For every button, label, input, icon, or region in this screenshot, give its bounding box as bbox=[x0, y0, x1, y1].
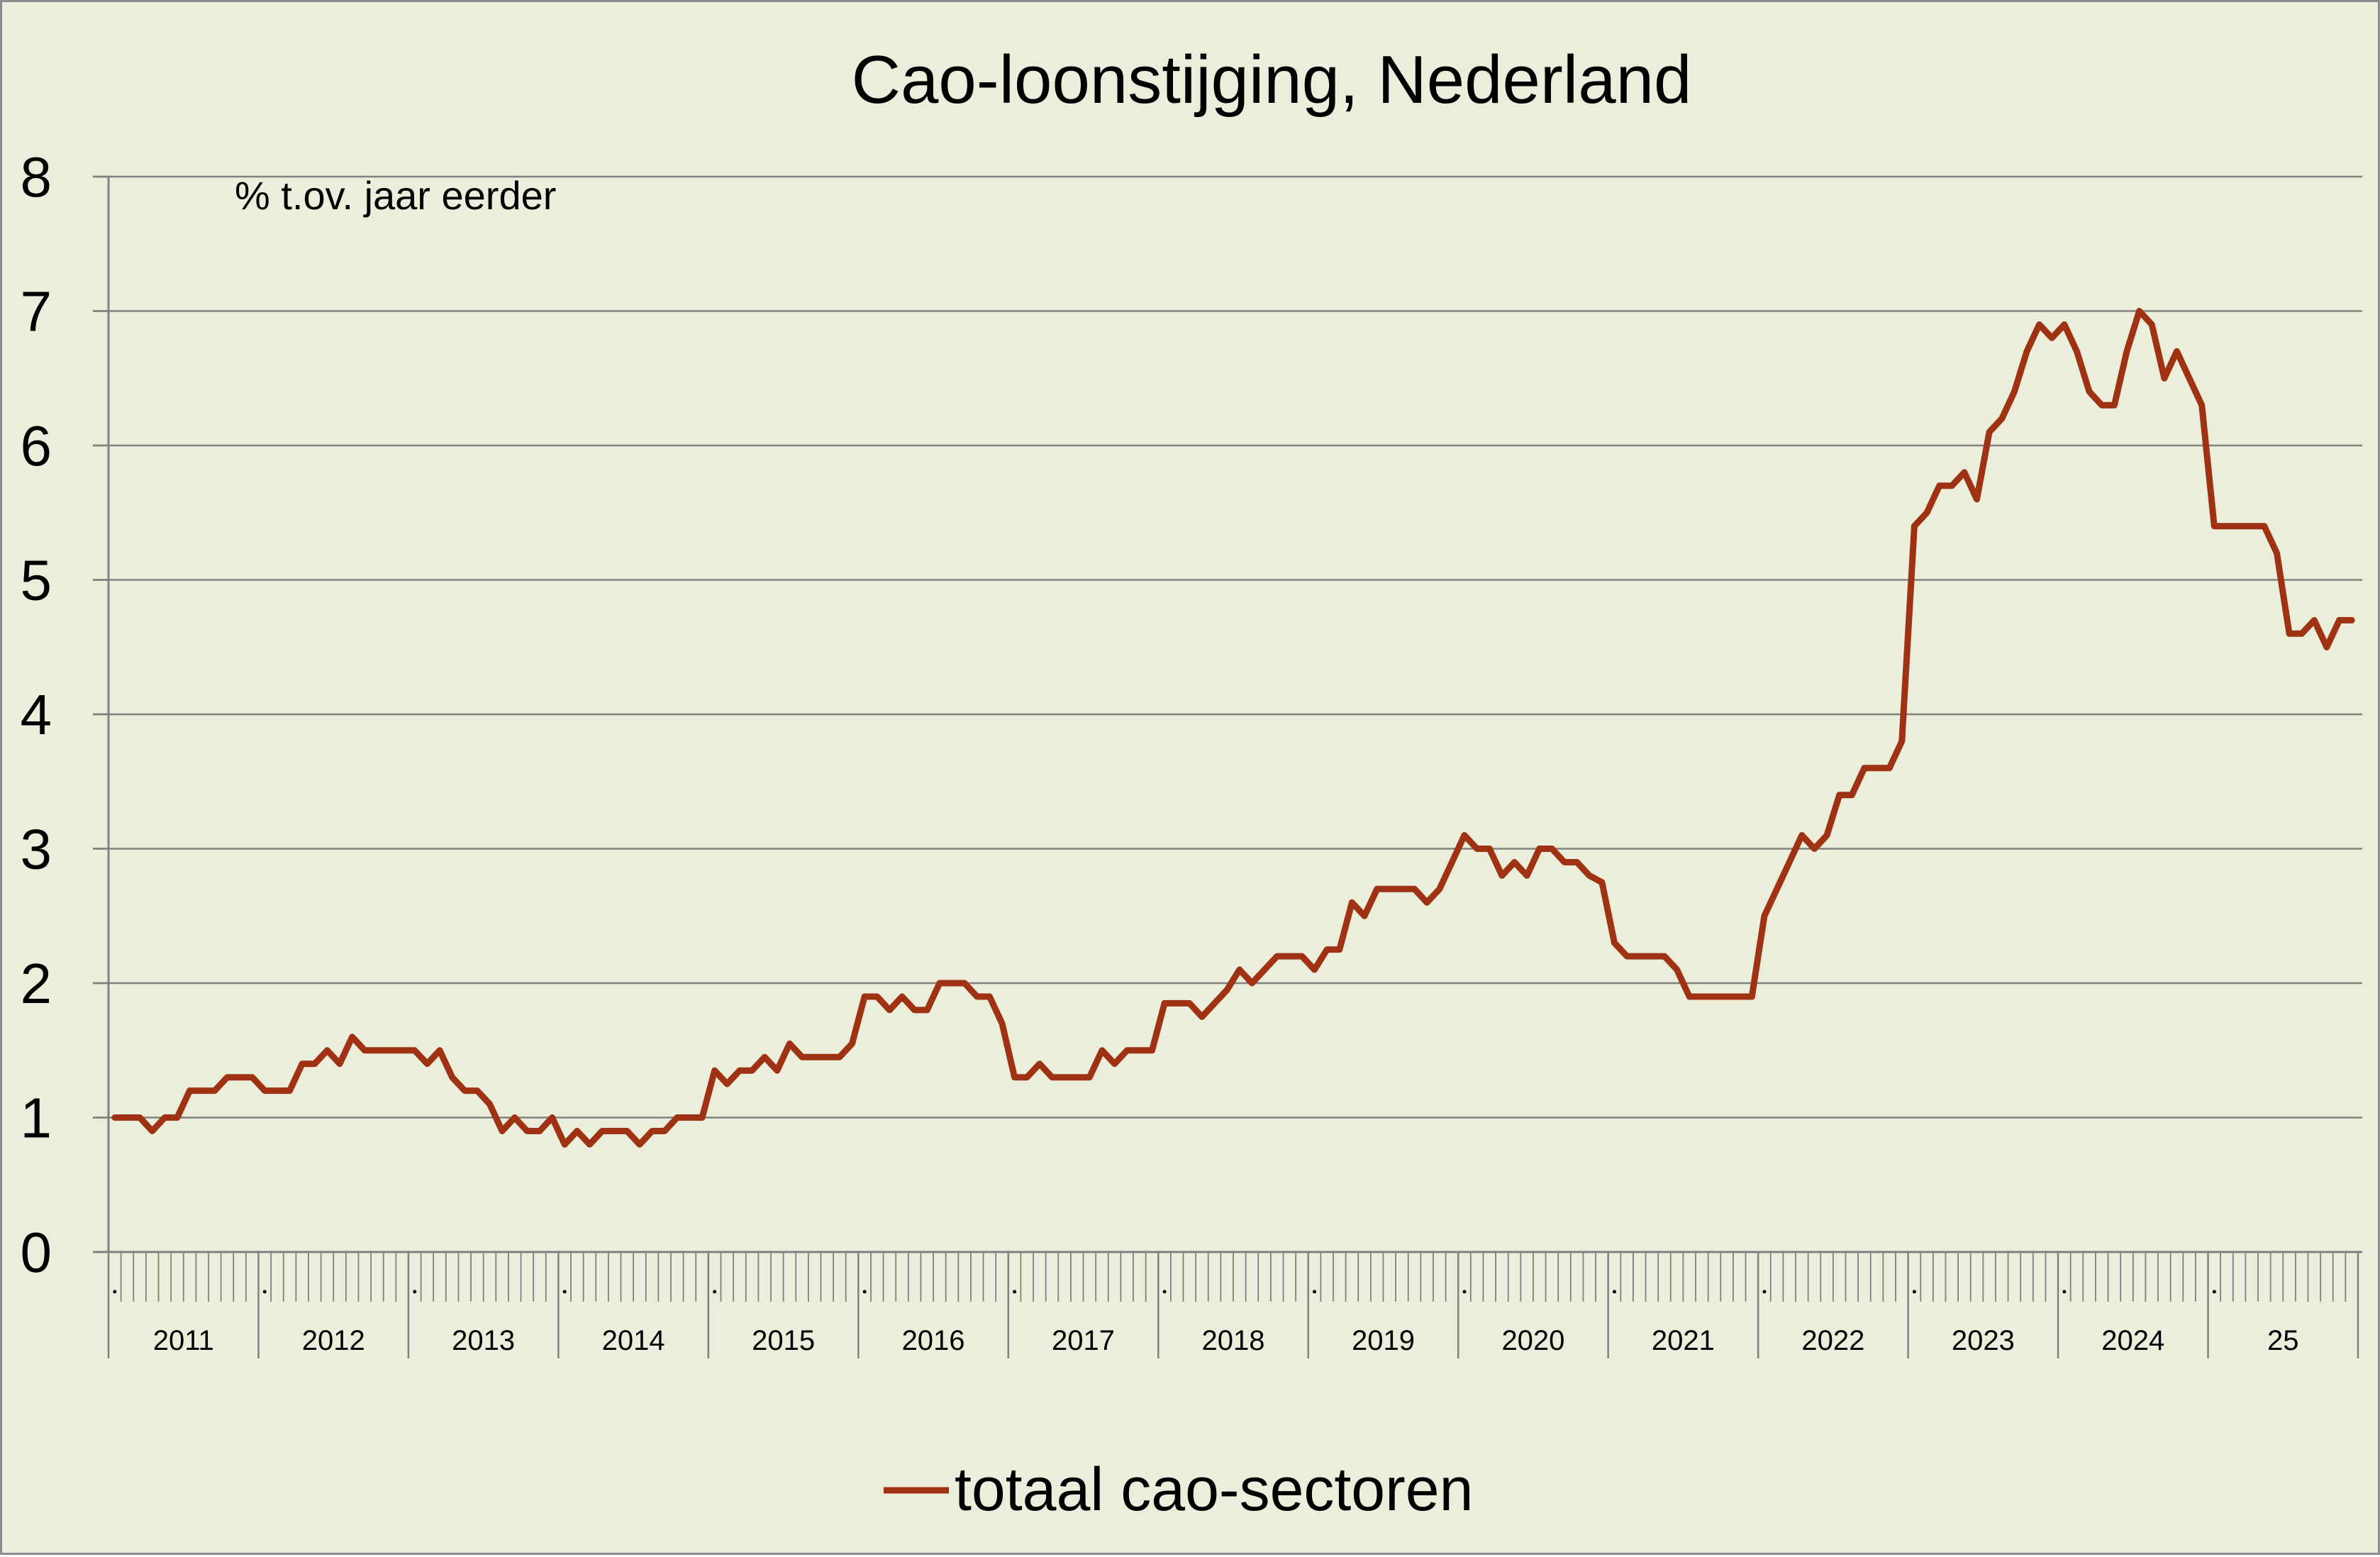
x-tick-label: 2014 bbox=[602, 1325, 665, 1356]
x-period-dot bbox=[1462, 1290, 1467, 1294]
x-tick-label: 2021 bbox=[1652, 1325, 1715, 1356]
series-line-totaal-cao-sectoren bbox=[111, 308, 2355, 1148]
x-period-dot bbox=[2062, 1290, 2067, 1294]
x-tick-label: 2012 bbox=[302, 1325, 365, 1356]
y-tick-label: 6 bbox=[21, 414, 52, 477]
x-tick-label: 2023 bbox=[1952, 1325, 2015, 1356]
y-tick-label: 1 bbox=[21, 1087, 52, 1150]
y-tick-label: 5 bbox=[21, 549, 52, 612]
series-layer bbox=[111, 308, 2355, 1148]
x-period-dot bbox=[113, 1290, 117, 1294]
y-tick-label: 4 bbox=[21, 683, 52, 746]
x-tick-label: 2024 bbox=[2101, 1325, 2164, 1356]
x-period-dot bbox=[1013, 1290, 1017, 1294]
gridlines bbox=[93, 175, 2362, 1119]
x-tick-label: 2016 bbox=[902, 1325, 965, 1356]
x-period-dot bbox=[1313, 1290, 1317, 1294]
x-tick-label: 2019 bbox=[1352, 1325, 1415, 1356]
y-tick-label: 7 bbox=[21, 280, 52, 343]
x-period-dot bbox=[713, 1290, 717, 1294]
x-tick-label: 2015 bbox=[752, 1325, 815, 1356]
x-period-dot bbox=[862, 1290, 867, 1294]
x-tick-label: 2013 bbox=[452, 1325, 515, 1356]
x-axis-ticks: 2011 2012 2013 2014 2015 2016 2017 2018 2019 2020… bbox=[107, 1252, 2359, 1358]
x-tick-label: 25 bbox=[2267, 1325, 2299, 1356]
y-tick-label: 3 bbox=[21, 818, 52, 881]
x-period-dot bbox=[1162, 1290, 1167, 1294]
y-tick-label: 2 bbox=[21, 952, 52, 1015]
x-period-dot bbox=[1762, 1290, 1767, 1294]
unit-label: % t.ov. jaar eerder bbox=[235, 173, 556, 218]
x-period-dot bbox=[1912, 1290, 1916, 1294]
legend-label: totaal cao-sectoren bbox=[955, 1456, 1473, 1524]
x-tick-label: 2020 bbox=[1501, 1325, 1564, 1356]
x-tick-label: 2022 bbox=[1801, 1325, 1864, 1356]
x-period-dot bbox=[2212, 1290, 2216, 1294]
x-period-dot bbox=[262, 1290, 267, 1294]
x-period-dot bbox=[413, 1290, 417, 1294]
y-axis-ticks: 0 1 2 3 4 5 6 7 8 bbox=[21, 145, 109, 1284]
chart-title: Cao-loonstijging, Nederland bbox=[852, 42, 1692, 118]
x-tick-label: 2017 bbox=[1052, 1325, 1115, 1356]
legend: totaal cao-sectoren bbox=[884, 1456, 1473, 1524]
x-tick-label: 2011 bbox=[153, 1325, 214, 1356]
y-tick-label: 0 bbox=[21, 1221, 52, 1284]
x-period-dot bbox=[562, 1290, 567, 1294]
x-tick-label: 2018 bbox=[1202, 1325, 1265, 1356]
y-tick-label: 8 bbox=[21, 145, 52, 209]
x-period-dot bbox=[1612, 1290, 1616, 1294]
